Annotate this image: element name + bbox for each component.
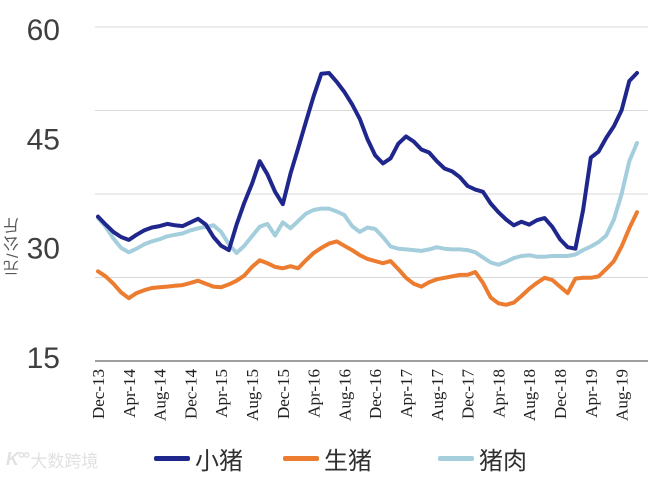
y-tick-label: 45 (27, 123, 60, 156)
hog-line-swatch (283, 455, 319, 461)
x-tick-label: Aug-15 (243, 369, 262, 421)
x-tick-label: Apr-15 (212, 369, 231, 418)
piglet-line-swatch (154, 455, 190, 461)
x-tick-label: Aug-16 (335, 369, 354, 421)
x-tick-label: Dec-18 (551, 369, 570, 419)
x-tick-label: Aug-18 (520, 369, 539, 421)
x-tick-label: Aug-17 (428, 369, 447, 421)
y-tick-label: 30 (27, 233, 60, 266)
y-axis-title: 元/公斤 (5, 215, 22, 276)
series-line-hog (96, 210, 639, 307)
x-tick-label: Apr-17 (397, 369, 416, 418)
watermark-text: 大数跨境 (30, 452, 99, 471)
legend-item-pork: 猪肉 (438, 442, 527, 475)
legend-label-pork: 猪肉 (479, 447, 527, 475)
watermark-logo-icon: K°° (6, 449, 29, 469)
x-tick-label: Dec-13 (89, 369, 108, 419)
x-tick-label: Dec-17 (459, 369, 478, 420)
x-tick-label: Dec-15 (274, 369, 293, 419)
watermark: K°° 大数跨境 (6, 447, 98, 472)
x-tick-label: Dec-16 (366, 369, 385, 419)
x-tick-label: Apr-18 (489, 369, 508, 418)
legend-label-piglet: 小猪 (195, 447, 243, 475)
pork-line-swatch (438, 455, 474, 461)
x-tick-label: Aug-14 (151, 369, 170, 421)
legend: 小猪 生猪 猪肉 (0, 442, 660, 475)
x-tick-label: Aug-19 (613, 369, 632, 421)
x-tick-label: Dec-14 (181, 369, 200, 420)
x-tick-label: Apr-16 (305, 369, 324, 418)
legend-item-hog: 生猪 (283, 442, 372, 475)
series-line-pork (96, 141, 639, 267)
x-tick-label: Apr-14 (120, 369, 139, 418)
x-tick-label: Apr-19 (582, 369, 601, 418)
y-tick-label: 60 (27, 14, 60, 47)
legend-label-hog: 生猪 (324, 447, 372, 475)
y-tick-label: 15 (27, 342, 60, 375)
legend-item-piglet: 小猪 (154, 442, 243, 475)
series-line-piglet (96, 71, 639, 253)
